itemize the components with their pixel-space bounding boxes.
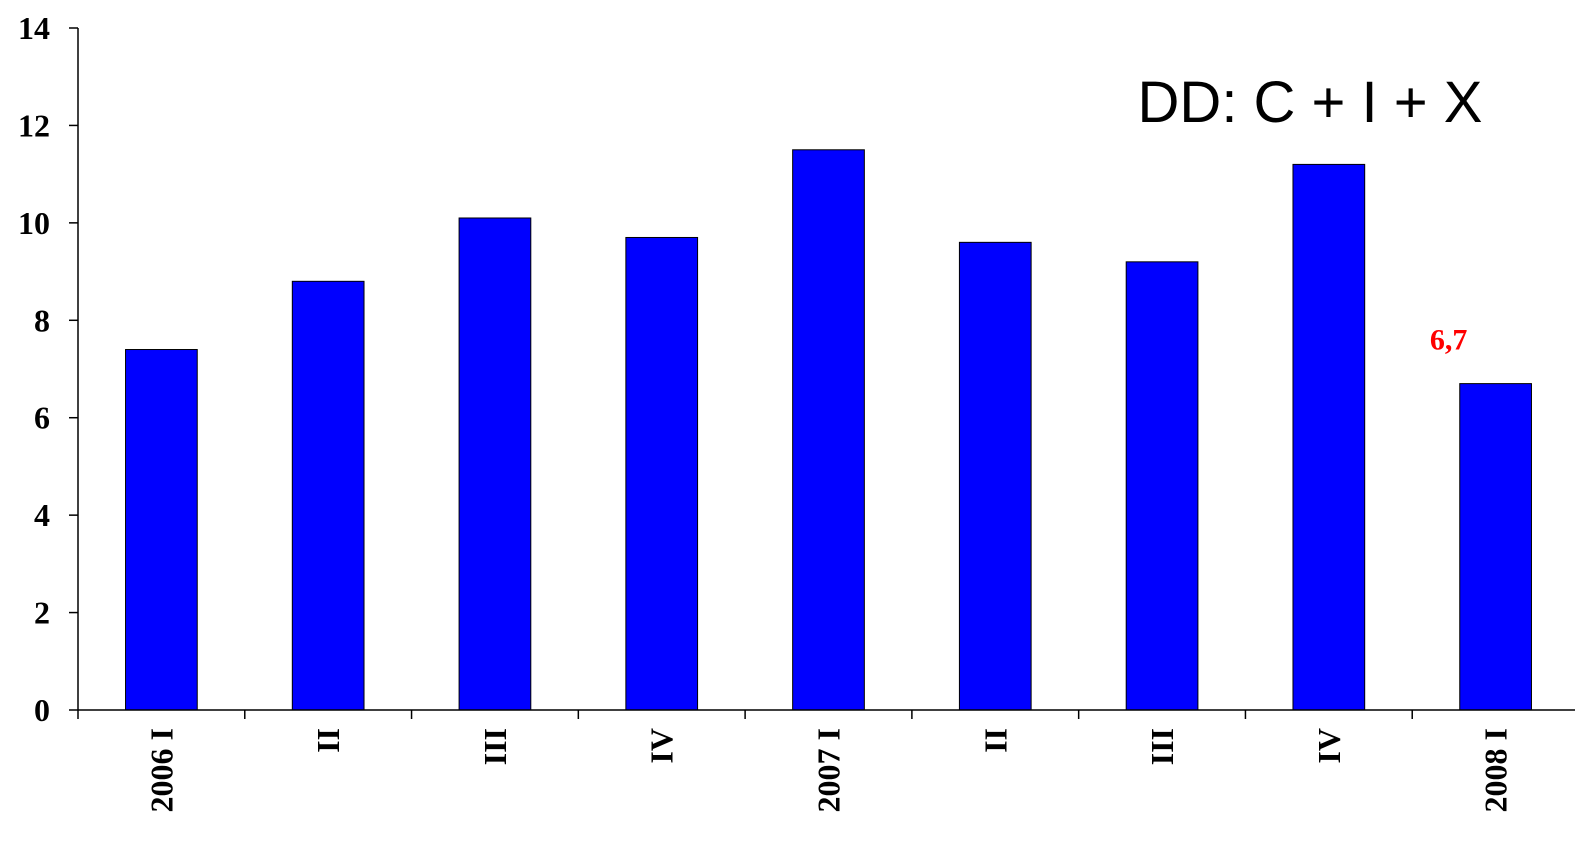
y-tick-label: 0 — [34, 692, 50, 728]
data-label: 6,7 — [1430, 324, 1468, 357]
x-axis: 2006 I II III IV 2007 I II III IV 2008 I — [77, 709, 1575, 812]
bar — [458, 217, 532, 711]
y-tick-label: 14 — [18, 10, 50, 46]
y-tick-label: 8 — [34, 302, 50, 338]
bar — [792, 149, 865, 711]
data-labels-group: 6,7 — [1430, 324, 1468, 357]
y-axis: 0 2 4 6 8 10 12 14 — [18, 10, 79, 728]
y-tick-label: 6 — [34, 400, 50, 436]
x-category-label: 2007 I — [811, 728, 847, 812]
bar — [958, 241, 1032, 711]
bar — [1292, 163, 1366, 711]
y-tick-label: 12 — [18, 107, 50, 143]
bar — [125, 349, 198, 711]
x-category-label: II — [310, 728, 346, 753]
x-category-label: 2006 I — [143, 728, 179, 812]
x-category-label: III — [1144, 728, 1180, 765]
chart-annotation: DD: C + I + X — [1138, 70, 1483, 135]
x-category-label: 2008 I — [1478, 728, 1514, 812]
bar — [625, 236, 699, 711]
y-tick-label: 2 — [34, 595, 50, 631]
x-category-label: III — [477, 728, 513, 765]
bar — [1459, 383, 1532, 711]
x-category-label: IV — [1311, 728, 1347, 764]
y-tick-label: 4 — [34, 497, 50, 533]
bar — [1125, 261, 1199, 711]
y-tick-label: 10 — [18, 205, 50, 241]
x-category-label: IV — [644, 728, 680, 764]
bar — [291, 280, 365, 711]
bars-group — [125, 149, 1532, 711]
x-category-label: II — [977, 728, 1013, 753]
